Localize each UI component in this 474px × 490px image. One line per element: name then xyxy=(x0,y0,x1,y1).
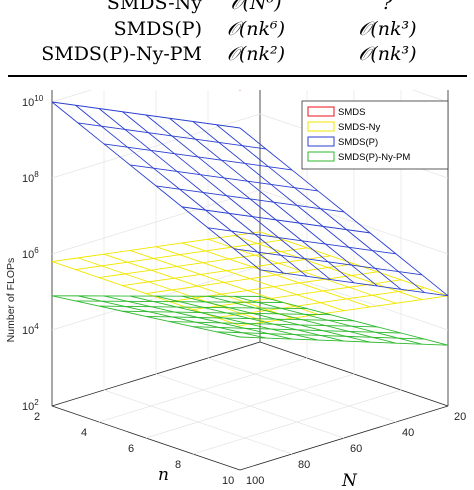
mesh-line xyxy=(77,257,267,323)
complexity-table-fragment: SMDS-Ny 𝒪(N⁶) ? SMDS(P) 𝒪(nk⁶) 𝒪(nk³) SM… xyxy=(0,0,474,78)
mesh-line xyxy=(51,295,241,338)
z-tick-exponent: 8 xyxy=(34,170,39,179)
method-cell: SMDS(P) xyxy=(113,18,202,40)
z-tick-label: 106 xyxy=(22,246,39,261)
z-tick-exponent: 4 xyxy=(34,322,39,331)
mesh-line xyxy=(51,101,241,129)
n-axis-label: n xyxy=(158,465,169,485)
complexity-cell: 𝒪(nk⁶) xyxy=(226,18,286,40)
legend-swatch xyxy=(307,136,335,147)
grid-line xyxy=(51,90,449,103)
mesh-line xyxy=(233,235,423,300)
mesh-line xyxy=(103,295,293,340)
mesh-line xyxy=(155,185,345,213)
surface-smds-p- xyxy=(51,101,449,297)
legend: SMDS SMDS-Ny SMDS(P) SMDS(P)-Ny-PM xyxy=(301,100,449,170)
z-axis-label: Number of FLOPs xyxy=(5,258,17,343)
mesh-line xyxy=(129,295,319,341)
complexity-cell: 𝒪(N⁶) xyxy=(230,0,282,14)
z-tick-exponent: 10 xyxy=(34,94,43,103)
mesh-line xyxy=(207,295,397,344)
z-tick-label: 1010 xyxy=(22,94,44,109)
z-tick-label: 108 xyxy=(22,170,39,185)
N-tick-label: 20 xyxy=(454,411,466,423)
legend-entry: SMDS-Ny xyxy=(338,122,380,133)
legend-entry: SMDS(P) xyxy=(338,137,378,148)
table-row: SMDS(P) 𝒪(nk⁶) 𝒪(nk³) xyxy=(0,18,474,44)
N-tick-label: 80 xyxy=(298,459,310,471)
n-tick-label: 4 xyxy=(81,427,87,439)
mesh-line xyxy=(77,295,267,339)
mesh-line xyxy=(259,295,449,346)
axes-box xyxy=(51,90,449,471)
grid-line xyxy=(155,373,345,439)
mesh-line xyxy=(51,261,241,327)
n-tick-label: 2 xyxy=(34,411,40,423)
mesh-line xyxy=(103,253,293,319)
legend-entry: SMDS xyxy=(338,107,365,118)
table-bottom-rule xyxy=(8,75,467,77)
complexity-cell: 𝒪(nk³) xyxy=(358,43,417,65)
complexity-cell: ? xyxy=(382,0,393,14)
mesh-line xyxy=(181,206,371,234)
N-axis-label: N xyxy=(341,471,358,490)
N-tick-label: 100 xyxy=(246,475,264,487)
mesh-line xyxy=(155,295,345,342)
mesh-line xyxy=(259,269,449,297)
table-row: SMDS(P)-Ny-PM 𝒪(nk²) 𝒪(nk³) xyxy=(0,43,474,69)
grid-line xyxy=(51,189,449,255)
surfaces xyxy=(51,90,449,346)
grid-line xyxy=(103,389,293,455)
mesh-line xyxy=(259,231,449,297)
mesh-line xyxy=(103,143,293,171)
legend-swatch xyxy=(307,121,335,132)
mesh-line xyxy=(129,164,319,192)
legend-swatch xyxy=(307,106,335,117)
method-cell: SMDS(P)-Ny-PM xyxy=(41,43,202,65)
table-row: SMDS-Ny 𝒪(N⁶) ? xyxy=(0,0,474,18)
n-tick-label: 8 xyxy=(175,459,181,471)
surface-plot: 1021041061081010101224681020406080100 Nu… xyxy=(5,90,466,490)
z-tick-exponent: 6 xyxy=(34,246,39,255)
N-tick-label: 60 xyxy=(350,443,362,455)
mesh-line xyxy=(233,295,423,345)
mesh-line xyxy=(207,227,397,255)
surface-smds-p-ny-pm xyxy=(51,295,449,346)
complexity-cell: 𝒪(nk³) xyxy=(358,18,417,40)
grid-line xyxy=(207,357,397,423)
mesh-line xyxy=(181,242,371,308)
z-tick-exponent: 2 xyxy=(34,398,39,407)
method-cell: SMDS-Ny xyxy=(106,0,202,14)
z-tick-label: 104 xyxy=(22,322,39,337)
N-tick-label: 40 xyxy=(402,427,414,439)
mesh-line xyxy=(155,246,345,312)
complexity-cell: 𝒪(nk²) xyxy=(226,43,286,65)
n-tick-label: 10 xyxy=(222,475,234,487)
n-tick-label: 6 xyxy=(128,443,134,455)
mesh-line xyxy=(77,122,267,150)
legend-entry: SMDS(P)-Ny-PM xyxy=(338,152,410,163)
mesh-line xyxy=(233,248,423,276)
legend-swatch xyxy=(307,151,335,162)
mesh-line xyxy=(181,295,371,343)
